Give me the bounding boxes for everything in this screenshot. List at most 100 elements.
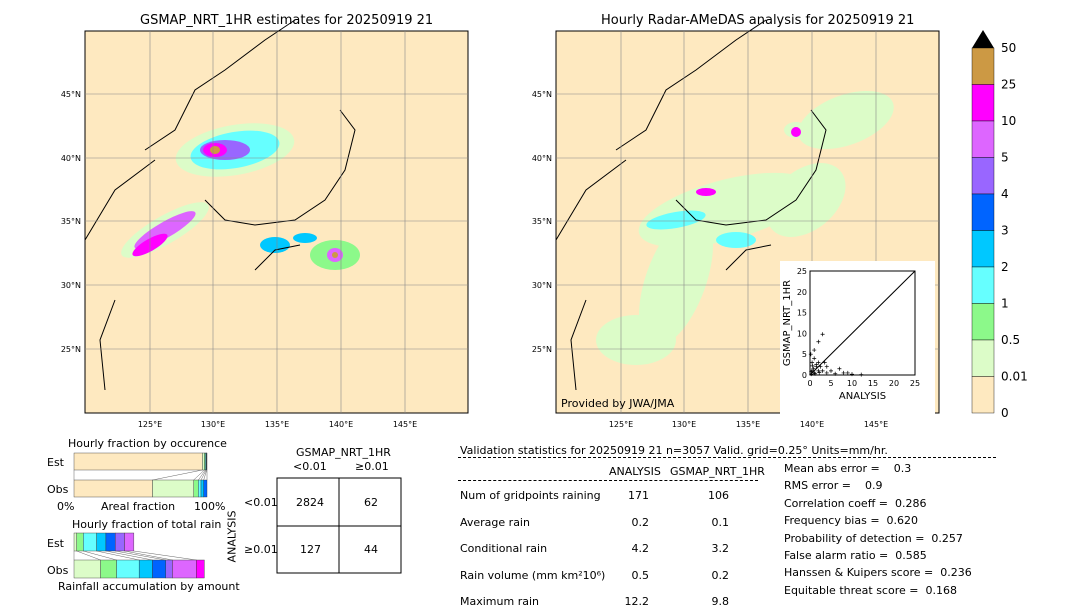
scatter-point (824, 370, 829, 375)
scatter-point (810, 363, 815, 368)
stats-col-analysis: ANALYSIS (609, 465, 661, 478)
lon-tick-label: 135°E (265, 420, 289, 429)
occ-xtick-0: 0% (57, 500, 75, 513)
scatter-point (812, 348, 817, 353)
colorbar-label: 0.01 (1001, 370, 1028, 384)
rain-bar-segment (116, 559, 140, 579)
rain-bar-segment (138, 559, 153, 579)
colorbar-segment (971, 339, 995, 377)
colorbar-segment (971, 303, 995, 341)
rain-area (716, 232, 756, 248)
rain-bar-segment (124, 532, 135, 552)
scatter-xtick: 25 (910, 379, 920, 388)
score-line: Frequency bias = 0.620 (784, 514, 919, 528)
score-line: Hanssen & Kuipers score = 0.236 (784, 566, 972, 580)
connector-line (198, 469, 206, 481)
occurrence-title: Hourly fraction by occurence (68, 437, 227, 450)
occurrence-bar-segment (202, 452, 205, 471)
occ-obs-label: Obs (47, 483, 69, 496)
connector-line (203, 469, 207, 481)
rain-bar-segment (83, 532, 97, 552)
connector-line (152, 469, 203, 481)
lat-tick-label: 30°N (61, 281, 81, 290)
rain-area (791, 127, 801, 137)
rain-bar-segment (76, 532, 84, 552)
colorbar-segment (971, 120, 995, 158)
scatter-ytick: 5 (802, 350, 807, 359)
connector-line (83, 550, 117, 561)
scatter-point (817, 370, 822, 375)
left-map-title: GSMAP_NRT_1HR estimates for 20250919 21 (140, 13, 434, 28)
scatter-ytick: 20 (797, 288, 807, 297)
rain-area (210, 146, 220, 154)
scatter-point (845, 370, 850, 375)
score-line: Probability of detection = 0.257 (784, 531, 963, 545)
cell-1-0: 127 (300, 543, 321, 556)
scatter-xtick: 5 (828, 379, 833, 388)
stats-a: 4.2 (631, 542, 650, 555)
lon-tick-label: 125°E (609, 420, 633, 429)
stats-col-divider (458, 480, 758, 481)
rain-bar-segment (115, 532, 125, 552)
stats-g: 9.8 (711, 595, 730, 608)
rain-title: Hourly fraction of total rain (72, 518, 222, 531)
stats-a: 0.2 (631, 515, 650, 529)
stats-col-gsmap: GSMAP_NRT_1HR (670, 465, 765, 478)
scatter-point (859, 372, 864, 377)
colorbar-segment (971, 47, 995, 85)
lat-tick-label: 35°N (61, 217, 81, 226)
stats-g: 106 (708, 489, 729, 502)
stats-divider (458, 457, 996, 458)
stats-a: 12.2 (624, 595, 650, 608)
scatter-ylabel: GSMAP_NRT_1HR (782, 280, 793, 366)
stats-label: Conditional rain (460, 542, 548, 555)
lat-tick-label: 25°N (532, 345, 552, 354)
lon-tick-label: 135°E (736, 420, 760, 429)
lat-tick-label: 45°N (532, 90, 552, 99)
scatter-point (810, 368, 815, 373)
rain-area (596, 315, 676, 365)
colorbar-segment (971, 266, 995, 304)
rain-bar-segment (73, 559, 101, 579)
colorbar-segment (971, 230, 995, 268)
scatter-point (833, 371, 838, 376)
contingency-row-1: ≥0.01 (244, 543, 278, 556)
lon-tick-label: 145°E (864, 420, 888, 429)
scatter-xtick: 10 (847, 379, 857, 388)
occurrence-bar-segment (152, 479, 194, 498)
colorbar-label: 5 (1001, 151, 1009, 165)
stats-a: 171 (628, 489, 649, 502)
rain-bar-segment (105, 532, 116, 552)
colorbar-label: 4 (1001, 187, 1009, 201)
scatter-point (812, 370, 817, 375)
occurrence-bar-segment (193, 479, 199, 498)
colorbar-label: 3 (1001, 224, 1009, 238)
scatter-point (811, 366, 816, 371)
colorbar-segment (971, 84, 995, 122)
scatter-ytick: 25 (797, 267, 807, 276)
stats-a: 0.5 (631, 568, 650, 582)
rain-est-label: Est (47, 537, 64, 550)
colorbar-label: 25 (1001, 78, 1016, 92)
rain-bar-segment (165, 559, 173, 579)
scatter-xtick: 0 (807, 379, 812, 388)
lon-tick-label: 130°E (672, 420, 696, 429)
occurrence-bar-segment (198, 479, 202, 498)
scatter-point (820, 368, 825, 373)
lat-tick-label: 40°N (532, 154, 552, 163)
scatter-point (850, 372, 854, 377)
scatter-point (812, 356, 817, 361)
scatter-point (824, 364, 829, 369)
colorbar-label: 0.5 (1001, 333, 1020, 347)
lat-tick-label: 40°N (61, 154, 81, 163)
score-line: RMS error = 0.9 (784, 479, 883, 493)
scatter-point (808, 352, 813, 357)
occurrence-bar-segment (203, 479, 208, 498)
rain-bar-segment (152, 559, 166, 579)
lon-tick-label: 125°E (138, 420, 162, 429)
right-map-title: Hourly Radar-AMeDAS analysis for 2025091… (601, 13, 915, 28)
colorbar-label: 10 (1001, 114, 1016, 128)
rain-area (293, 233, 317, 243)
